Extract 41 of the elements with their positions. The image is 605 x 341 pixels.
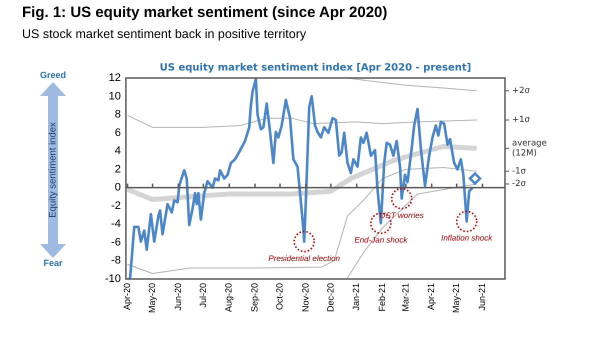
x-tick-label: Apr-20 xyxy=(122,282,132,310)
y-tick-label: -6 xyxy=(111,236,121,248)
y-tick-label: -4 xyxy=(111,218,121,230)
y-tick-label: 12 xyxy=(108,72,121,84)
x-tick-label: May-20 xyxy=(147,282,158,314)
x-tick-label: Jan-21 xyxy=(351,282,362,311)
text: Greed xyxy=(40,70,66,80)
y-tick-label: -10 xyxy=(104,273,121,286)
annotation: End-Jan shock xyxy=(354,235,408,244)
annotation: Presidential election xyxy=(268,254,341,263)
x-tick-label: Oct-20 xyxy=(274,282,285,310)
x-tick-label: Aug-20 xyxy=(224,282,234,312)
x-tick-label: Feb-21 xyxy=(377,282,388,312)
x-tick-label: Jun-20 xyxy=(172,282,183,311)
y-tick-label: 2 xyxy=(114,163,121,176)
text: -2σ xyxy=(512,179,526,190)
x-tick-label: Jun-21 xyxy=(476,282,487,311)
y-tick-label: 0 xyxy=(114,182,121,194)
text: +2σ xyxy=(512,86,531,96)
y-tick-label: 6 xyxy=(114,126,121,139)
text: Fear xyxy=(43,258,63,268)
x-tick-label: Jul-20 xyxy=(198,282,208,308)
y-tick-label: 4 xyxy=(114,145,121,158)
y-tick-label: -2 xyxy=(111,200,121,212)
x-tick-label: Sep-20 xyxy=(250,282,260,312)
y-tick-label: 8 xyxy=(114,108,121,121)
text: -1σ xyxy=(512,166,526,176)
x-tick-label: Dec-20 xyxy=(325,282,336,312)
text: average (12M) xyxy=(512,138,547,159)
chart-subtitle: US stock market sentiment back in positive territory xyxy=(22,27,306,41)
y-axis-title: Equity sentiment index xyxy=(48,122,58,218)
x-tick-label: Nov-20 xyxy=(300,282,310,312)
chart-title: Fig. 1: US equity market sentiment (since Apr 2020) xyxy=(22,4,388,21)
x-tick-label: Apr-21 xyxy=(426,282,436,310)
y-tick-label: -8 xyxy=(111,254,121,267)
text: +1σ xyxy=(512,115,531,126)
annotation: Inflation shock xyxy=(441,234,494,243)
text: US equity market sentiment index [Apr 2020 - present] xyxy=(160,62,472,74)
x-tick-label: May-21 xyxy=(451,282,462,314)
y-tick-label: 10 xyxy=(108,90,121,102)
x-tick-label: Mar-21 xyxy=(400,282,410,312)
